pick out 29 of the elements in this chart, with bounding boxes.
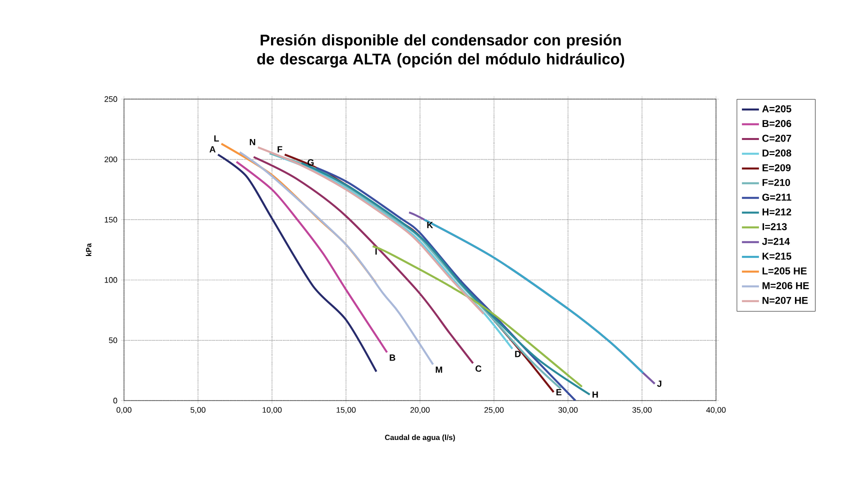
legend-label: N=207 HE (762, 296, 808, 304)
annotation: K (427, 222, 434, 228)
legend-label: I=213 (762, 223, 787, 230)
legend-label: D=208 (762, 150, 792, 157)
legend-label: F=210 (762, 178, 790, 186)
legend-label: A=205 (762, 105, 792, 112)
annotation: C (476, 365, 482, 372)
legend-label: L=205 HE (762, 267, 807, 274)
legend-label: K=215 (762, 252, 792, 260)
legend-label: H=212 (762, 208, 792, 216)
annotation: D (515, 350, 521, 358)
annotation: M (436, 366, 442, 373)
annotation: I (375, 248, 377, 255)
annotation: A (210, 146, 216, 152)
annotation: N (250, 138, 256, 146)
annotation: G (308, 159, 314, 166)
legend-label: B=206 (762, 120, 792, 128)
annotation: E (556, 389, 562, 396)
annotation: H (592, 391, 598, 398)
legend-label: C=207 (762, 134, 792, 142)
annotation: L (214, 135, 219, 142)
annotation: B (390, 354, 396, 361)
legend-label: E=209 (762, 164, 791, 172)
legend-label: J=214 (762, 238, 790, 245)
chart-title: Presión disponible del condensador con presión de descarga ALTA (opción del módulo hidráulico) (257, 34, 624, 68)
annotation: J (657, 380, 662, 387)
annotation: F (278, 146, 282, 152)
legend-label: M=206 HE (762, 282, 809, 290)
legend-label: G=211 (762, 194, 792, 201)
